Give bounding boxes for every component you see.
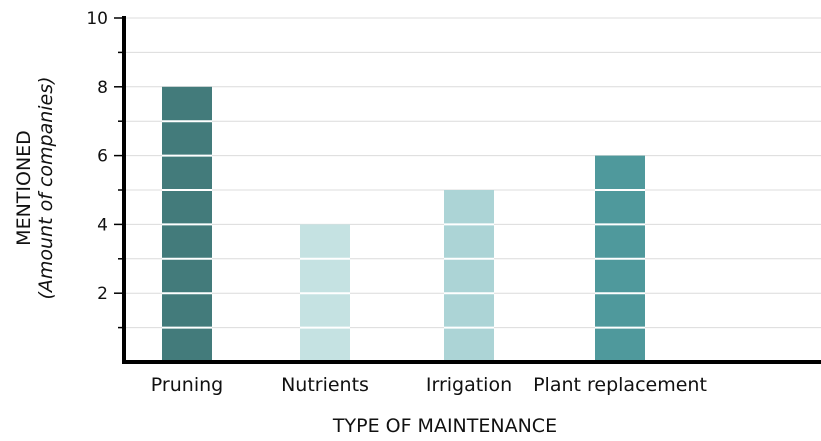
y-axis-title: MENTIONED (Amount of companies) [13, 76, 57, 299]
y-tick-label: 10 [86, 9, 108, 29]
y-ticks: 2 4 6 8 10 [86, 9, 124, 329]
y-axis-title-line1: MENTIONED [13, 130, 35, 246]
x-tick-label: Pruning [151, 374, 223, 396]
bar [444, 190, 494, 362]
x-tick-label: Irrigation [426, 374, 512, 396]
y-tick-label: 4 [97, 215, 108, 235]
y-tick-label: 6 [97, 147, 108, 167]
y-tick-label: 2 [97, 284, 108, 304]
bars [162, 86, 645, 363]
axes [122, 16, 821, 364]
x-axis-title: TYPE OF MAINTENANCE [332, 415, 557, 437]
x-tick-labels: Pruning Nutrients Irrigation Plant replacem… [151, 374, 707, 396]
y-axis-title-line2: (Amount of companies) [35, 76, 57, 299]
x-tick-label: Plant replacement [533, 374, 707, 396]
y-tick-label: 8 [97, 78, 108, 98]
x-tick-label: Nutrients [281, 374, 369, 396]
